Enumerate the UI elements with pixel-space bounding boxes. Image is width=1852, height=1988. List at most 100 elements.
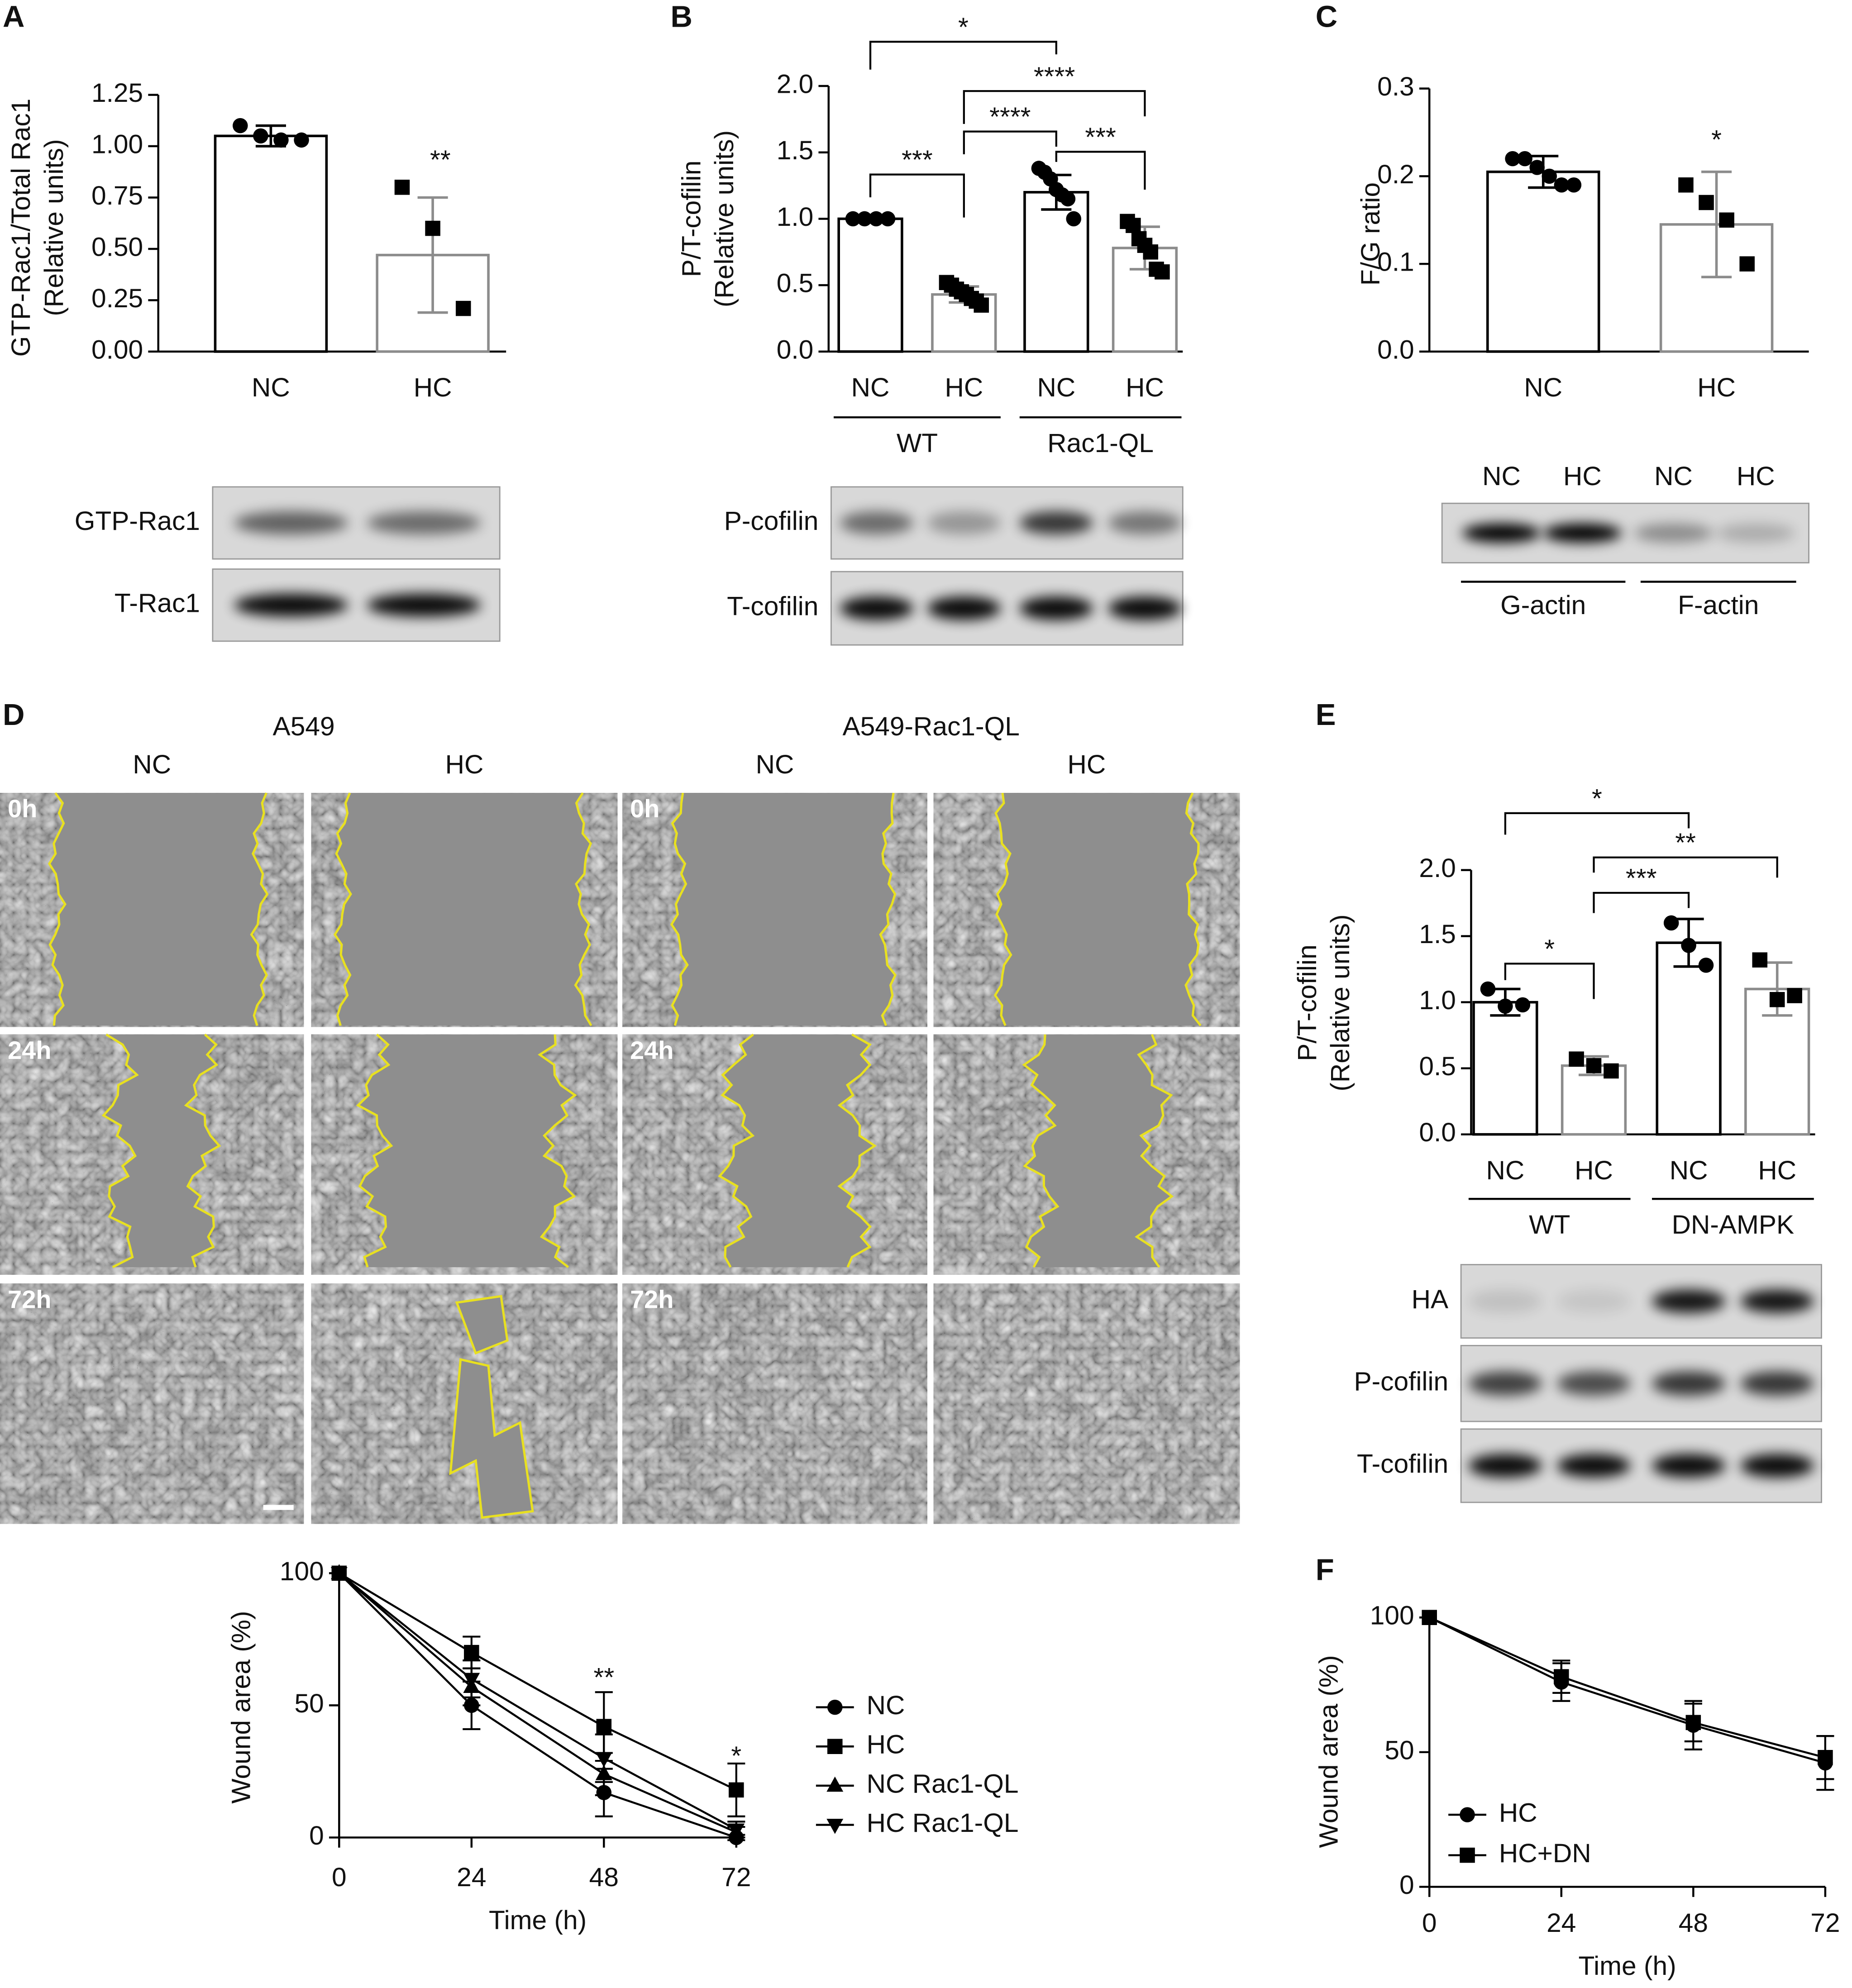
wound-edge — [184, 1034, 221, 1268]
blot-label: HA — [1412, 1285, 1449, 1314]
y-axis-label: P/T-cofilin — [677, 161, 706, 277]
x-tick-label: NC — [1486, 1156, 1525, 1185]
x-tick-label: NC — [851, 373, 890, 402]
legend-label: HC — [867, 1730, 905, 1759]
y-tick-label: 0.75 — [91, 181, 143, 210]
x-tick-label: 24 — [457, 1863, 486, 1892]
data-point — [595, 1752, 612, 1768]
y-tick-label: 50 — [295, 1689, 324, 1718]
x-tick-label: 0 — [332, 1863, 347, 1892]
significance-label: *** — [1626, 863, 1657, 893]
significance-label: * — [1592, 784, 1602, 813]
wound-edge — [718, 1033, 755, 1268]
y-axis-label: (Relative units) — [39, 139, 69, 316]
row-label: 24h — [630, 1036, 673, 1064]
y-axis-label: GTP-Rac1/Total Rac1 — [6, 99, 36, 357]
panel-letter: B — [671, 0, 692, 34]
panel-letter: E — [1316, 698, 1336, 732]
blot-band — [367, 511, 481, 535]
data-point — [1678, 177, 1694, 193]
x-tick-label: 24 — [1547, 1908, 1576, 1938]
wound-area — [720, 1034, 875, 1268]
blot-label: GTP-Rac1 — [75, 506, 200, 536]
blot-band — [1019, 596, 1093, 620]
x-tick-label: NC — [252, 373, 290, 402]
wound-area — [49, 793, 267, 1026]
column-header: NC — [756, 750, 794, 779]
data-point — [1517, 151, 1532, 167]
series-line — [1429, 1616, 1826, 1764]
data-point — [253, 128, 268, 144]
legend-label: HC Rac1-QL — [867, 1808, 1019, 1838]
wound-area — [334, 793, 592, 1026]
blot-band — [1462, 523, 1541, 543]
data-point — [1586, 1058, 1602, 1073]
significance-bracket — [963, 90, 1146, 124]
legend-label: HC — [1499, 1798, 1537, 1828]
y-tick-label: 100 — [1370, 1601, 1414, 1630]
wound-area — [1024, 1034, 1172, 1268]
x-tick-label: HC — [1758, 1156, 1796, 1185]
annotation: ** — [593, 1663, 614, 1692]
row-label: 0h — [630, 794, 659, 823]
micrograph — [622, 1283, 927, 1524]
y-axis-label: (Relative units) — [710, 130, 739, 307]
series-line — [339, 1572, 737, 1791]
row-label: 0h — [8, 794, 37, 823]
data-point — [330, 1567, 348, 1583]
wound-edge — [356, 1034, 393, 1268]
blot-label: T-cofilin — [1357, 1449, 1448, 1478]
data-point — [1155, 264, 1170, 280]
legend-marker — [1460, 1847, 1475, 1863]
data-point — [1515, 997, 1531, 1013]
y-tick-label: 0.1 — [1377, 248, 1414, 277]
significance-label: *** — [1085, 123, 1116, 152]
data-point — [425, 220, 440, 236]
y-tick-label: 1.00 — [91, 130, 143, 159]
wound-edge — [993, 792, 1012, 1026]
panel-letter: D — [3, 698, 24, 732]
x-tick-label: 72 — [1810, 1908, 1840, 1938]
y-tick-label: 0.3 — [1377, 72, 1414, 101]
y-tick-label: 2.0 — [777, 70, 814, 99]
scale-bar — [263, 1505, 294, 1510]
x-axis-label: Time (h) — [489, 1906, 587, 1935]
column-header: HC — [445, 750, 484, 779]
bar — [1656, 941, 1722, 1136]
data-point — [464, 1645, 479, 1660]
data-point — [1719, 212, 1734, 228]
series-line — [1429, 1616, 1826, 1759]
legend-label: NC Rac1-QL — [867, 1769, 1019, 1798]
lane-label: NC — [1654, 462, 1693, 491]
data-point — [1542, 168, 1557, 184]
data-point — [1554, 1669, 1569, 1684]
x-axis-label: Time (h) — [1578, 1951, 1676, 1981]
y-tick-label: 0.50 — [91, 232, 143, 262]
y-axis-label: P/T-cofilin — [1293, 944, 1322, 1061]
legend-label: NC — [867, 1691, 905, 1720]
blot-band — [927, 596, 1001, 620]
significance-bracket — [1504, 963, 1595, 999]
data-point — [1787, 988, 1802, 1003]
y-tick-label: 0.5 — [1419, 1052, 1456, 1081]
data-point — [273, 132, 289, 148]
blot-band — [1108, 596, 1182, 620]
data-point — [463, 1673, 480, 1688]
data-point — [394, 180, 410, 195]
significance-label: * — [1711, 125, 1722, 154]
x-tick-label: NC — [1524, 373, 1562, 402]
y-tick-label: 1.25 — [91, 78, 143, 108]
bar — [837, 217, 903, 353]
blot-band — [1652, 1454, 1726, 1478]
data-point — [728, 1823, 745, 1839]
y-tick-label: 0 — [309, 1821, 324, 1850]
blot-band — [1634, 523, 1713, 543]
micrograph — [933, 1283, 1240, 1524]
y-tick-label: 50 — [1384, 1735, 1414, 1765]
micrograph — [0, 1283, 304, 1524]
blot-band — [234, 593, 348, 617]
significance-bracket — [869, 41, 1057, 70]
blot-band — [1468, 1454, 1542, 1478]
blot-band — [234, 511, 348, 535]
